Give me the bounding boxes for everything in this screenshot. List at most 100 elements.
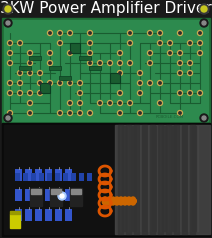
Bar	[40, 83, 50, 93]
Bar	[49, 66, 61, 70]
Circle shape	[98, 60, 102, 65]
Circle shape	[198, 50, 202, 55]
Bar	[63, 173, 68, 181]
Circle shape	[9, 82, 11, 84]
Bar	[70, 188, 82, 206]
Circle shape	[129, 102, 131, 104]
Circle shape	[79, 112, 81, 114]
Circle shape	[149, 52, 151, 54]
Circle shape	[19, 42, 21, 44]
Circle shape	[19, 92, 21, 94]
Circle shape	[79, 82, 81, 84]
Circle shape	[29, 52, 31, 54]
Circle shape	[199, 4, 209, 14]
Bar	[152, 126, 156, 231]
Circle shape	[89, 62, 91, 64]
Circle shape	[109, 102, 111, 104]
Circle shape	[158, 100, 163, 105]
Circle shape	[169, 42, 171, 44]
Circle shape	[28, 90, 32, 95]
Circle shape	[59, 42, 61, 44]
Circle shape	[158, 40, 163, 45]
Circle shape	[148, 60, 152, 65]
Circle shape	[79, 92, 81, 94]
Circle shape	[139, 92, 141, 94]
Circle shape	[69, 52, 71, 54]
Circle shape	[189, 62, 191, 64]
Bar	[25, 189, 32, 201]
Circle shape	[189, 92, 191, 94]
Bar	[65, 209, 72, 221]
Circle shape	[199, 32, 201, 34]
Circle shape	[88, 40, 92, 45]
Circle shape	[79, 102, 81, 104]
Circle shape	[18, 90, 22, 95]
Bar	[65, 169, 72, 181]
Bar	[142, 125, 147, 234]
Circle shape	[107, 60, 113, 65]
Circle shape	[127, 100, 132, 105]
Circle shape	[189, 42, 191, 44]
Bar	[160, 126, 168, 231]
Circle shape	[4, 19, 12, 27]
Circle shape	[117, 50, 123, 55]
Circle shape	[127, 60, 132, 65]
Circle shape	[60, 194, 64, 198]
Circle shape	[28, 50, 32, 55]
Bar	[115, 125, 210, 234]
Circle shape	[78, 80, 82, 85]
Circle shape	[49, 52, 51, 54]
Circle shape	[28, 100, 32, 105]
Circle shape	[179, 52, 181, 54]
Bar	[31, 189, 41, 194]
Circle shape	[7, 80, 13, 85]
Bar	[59, 76, 71, 80]
Bar	[55, 209, 62, 221]
Circle shape	[18, 40, 22, 45]
Circle shape	[88, 30, 92, 35]
Circle shape	[67, 110, 73, 115]
Bar	[70, 43, 80, 53]
Bar	[15, 189, 22, 201]
Circle shape	[179, 62, 181, 64]
Circle shape	[198, 90, 202, 95]
Circle shape	[179, 92, 181, 94]
Circle shape	[119, 112, 121, 114]
Circle shape	[18, 80, 22, 85]
Text: 3KW Power Amplifier Driver: 3KW Power Amplifier Driver	[0, 1, 212, 16]
Circle shape	[200, 114, 208, 122]
Circle shape	[177, 50, 183, 55]
Circle shape	[179, 72, 181, 74]
Circle shape	[179, 32, 181, 34]
Circle shape	[159, 82, 161, 84]
Bar	[4, 20, 208, 121]
Circle shape	[119, 72, 121, 74]
Circle shape	[9, 52, 11, 54]
Circle shape	[57, 80, 63, 85]
Circle shape	[29, 92, 31, 94]
Circle shape	[89, 32, 91, 34]
Bar	[71, 189, 81, 194]
Circle shape	[69, 112, 71, 114]
Circle shape	[202, 21, 206, 25]
Circle shape	[201, 6, 207, 12]
Circle shape	[9, 42, 11, 44]
Bar	[47, 173, 52, 181]
Circle shape	[49, 62, 51, 64]
Circle shape	[57, 110, 63, 115]
Circle shape	[139, 72, 141, 74]
Circle shape	[4, 114, 12, 122]
Circle shape	[127, 40, 132, 45]
Bar	[79, 173, 84, 181]
Circle shape	[129, 62, 131, 64]
Circle shape	[109, 62, 111, 64]
Circle shape	[7, 90, 13, 95]
Circle shape	[57, 30, 63, 35]
Circle shape	[39, 92, 41, 94]
Bar	[10, 211, 20, 214]
Bar	[35, 169, 42, 181]
Circle shape	[19, 72, 21, 74]
Circle shape	[6, 21, 10, 25]
Circle shape	[200, 19, 208, 27]
Circle shape	[138, 110, 142, 115]
